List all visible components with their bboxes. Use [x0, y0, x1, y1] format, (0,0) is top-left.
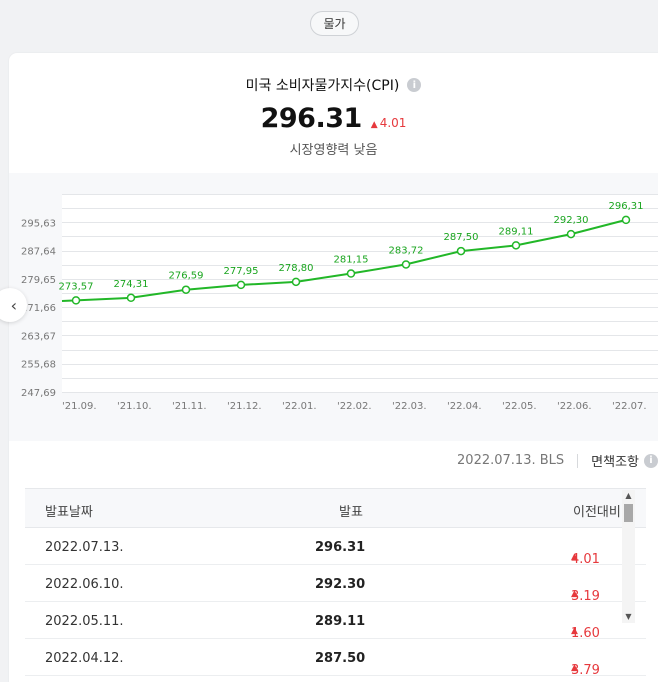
x-tick-label: '22.01. — [282, 401, 317, 412]
y-tick-label: 287,64 — [21, 247, 56, 258]
x-tick-label: '22.03. — [392, 401, 427, 412]
row-diff-value: 1.60 — [571, 626, 600, 641]
y-tick-label: 295,63 — [21, 218, 56, 229]
data-label: 278,80 — [279, 263, 314, 274]
data-point — [126, 293, 136, 303]
data-label: 292,30 — [554, 215, 589, 226]
table-row: 2022.05.11. 289.11 ▲ 1.60 — [25, 602, 646, 641]
info-icon[interactable]: i — [644, 453, 658, 468]
data-point — [621, 215, 631, 225]
y-tick-label: 247,69 — [21, 388, 56, 399]
x-tick-label: '22.04. — [447, 401, 482, 412]
row-date: 2022.06.10. — [45, 577, 124, 592]
table-scrollbar[interactable]: ▲ ▼ — [622, 490, 635, 623]
series-line — [61, 218, 627, 302]
x-tick-label: '22.05. — [502, 401, 537, 412]
x-tick-label: '22.06. — [557, 401, 592, 412]
data-label: 283,72 — [389, 245, 424, 256]
data-point — [71, 296, 81, 305]
row-diff-value: 3.19 — [571, 589, 600, 604]
y-tick-label: 263,67 — [21, 331, 56, 342]
table-row: 2022.06.10. 292.30 ▲ 3.19 — [25, 565, 646, 604]
data-point — [236, 280, 246, 290]
table-row: 2022.07.13. 296.31 ▲ 4.01 — [25, 528, 646, 567]
data-label: 276,59 — [169, 271, 204, 282]
row-diff-value: 4.01 — [571, 552, 600, 567]
up-arrow-icon: ▲ — [571, 552, 578, 562]
header-date: 발표날짜 — [45, 505, 93, 520]
divider — [577, 453, 579, 468]
chart-area: 247,69 255,68 263,67 271,66 279,65 287,64 295,… — [0, 173, 658, 441]
up-arrow-icon: ▲ — [571, 663, 578, 673]
data-point — [291, 277, 301, 287]
cpi-line-chart: 247,69 255,68 263,67 271,66 279,65 287,64 295,… — [21, 194, 658, 412]
market-impact-label: 시장영향력 낮음 — [289, 143, 378, 158]
data-label: 296,31 — [609, 201, 644, 212]
x-tick-label: '21.10. — [117, 401, 152, 412]
x-tick-label: '21.11. — [172, 401, 207, 412]
data-label: 289,11 — [499, 226, 534, 237]
header-value: 발표 — [339, 505, 363, 520]
scroll-down-icon[interactable]: ▼ — [625, 612, 632, 621]
change-amount: 4.01 — [379, 116, 407, 130]
y-tick-label: 279,65 — [21, 275, 56, 286]
source-date: 2022.07.13. BLS — [457, 453, 565, 468]
row-value: 296.31 — [315, 540, 366, 555]
table-header: 발표날짜 발표 이전대비 — [25, 488, 646, 528]
header-diff: 이전대비 — [573, 505, 621, 520]
data-point — [566, 229, 576, 239]
info-icon[interactable]: i — [407, 78, 422, 92]
x-tick-label: '21.12. — [227, 401, 262, 412]
change-value: ▲ 4.01 — [371, 116, 407, 130]
indicator-card: 미국 소비자물가지수(CPI) i 296.31 ▲ 4.01 시장영향력 낮음 … — [0, 53, 658, 682]
y-tick-label: 255,68 — [21, 360, 56, 371]
disclaimer-link[interactable]: 면책조항 — [591, 455, 639, 470]
row-date: 2022.07.13. — [45, 540, 124, 555]
row-diff-value: 3.79 — [571, 663, 600, 678]
y-tick-label: 271,66 — [21, 303, 56, 314]
row-value: 289.11 — [315, 614, 366, 629]
scroll-up-icon[interactable]: ▲ — [625, 491, 632, 500]
chevron-left-icon[interactable]: ‹ — [0, 288, 27, 322]
row-value: 292.30 — [315, 577, 366, 592]
data-point — [346, 269, 356, 278]
data-label: 281,15 — [334, 255, 369, 266]
table-row: 2022.04.12. 287.50 ▲ 3.79 — [25, 639, 646, 678]
row-value: 287.50 — [315, 651, 366, 666]
data-label: 277,95 — [224, 266, 259, 277]
data-label: 287,50 — [444, 232, 479, 243]
data-label: 274,31 — [114, 279, 149, 290]
indicator-title: 미국 소비자물가지수(CPI) — [245, 78, 400, 94]
indicator-value-row: 296.31 ▲ 4.01 — [9, 103, 658, 134]
up-arrow-icon: ▲ — [571, 589, 578, 599]
scroll-thumb[interactable] — [624, 504, 633, 522]
category-tag-button[interactable]: 물가 — [310, 11, 359, 36]
release-table: 발표날짜 발표 이전대비 2022.07.13. 296.31 ▲ 4.01 2022.… — [25, 488, 646, 682]
x-tick-label: '21.09. — [62, 401, 97, 412]
data-point — [401, 260, 411, 269]
row-date: 2022.04.12. — [45, 651, 124, 666]
x-tick-label: '22.02. — [337, 401, 372, 412]
data-point — [456, 246, 466, 256]
x-tick-label: '22.07. — [612, 401, 647, 412]
data-label: 273,57 — [59, 281, 94, 292]
up-arrow-icon: ▲ — [571, 626, 578, 636]
row-date: 2022.05.11. — [45, 614, 124, 629]
indicator-title-row: 미국 소비자물가지수(CPI) i — [9, 75, 658, 95]
data-point — [181, 285, 191, 294]
data-point — [511, 241, 521, 250]
source-row: 2022.07.13. BLS 면책조항 i — [457, 451, 658, 470]
current-value: 296.31 — [260, 103, 363, 134]
up-arrow-icon: ▲ — [370, 120, 378, 130]
